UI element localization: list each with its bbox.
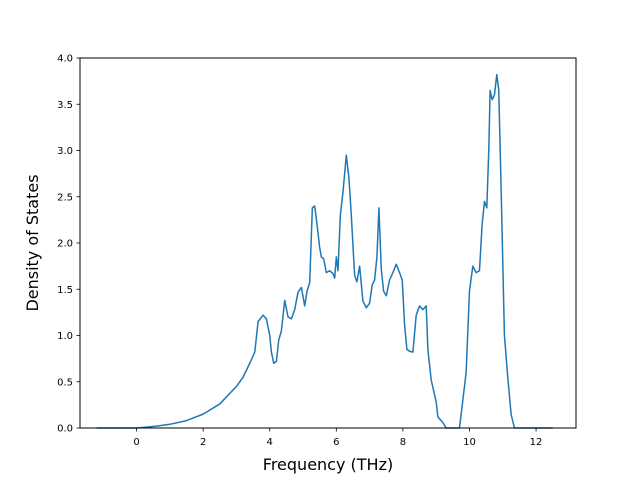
x-tick-label: 2 (200, 437, 206, 448)
x-tick-label: 12 (530, 437, 543, 448)
y-tick-label: 3.5 (57, 100, 73, 111)
y-tick-label: 1.5 (57, 285, 73, 296)
plot-background (80, 58, 576, 428)
x-axis: 0 2 4 6 8 10 12 (133, 428, 542, 448)
x-axis-title: Frequency (THz) (263, 455, 393, 474)
x-tick-label: 8 (400, 437, 406, 448)
y-axis-title: Density of States (23, 174, 42, 311)
y-tick-label: 0.0 (57, 424, 73, 435)
y-tick-label: 2.5 (57, 192, 73, 203)
x-tick-label: 10 (463, 437, 476, 448)
x-tick-label: 6 (333, 437, 339, 448)
x-tick-label: 0 (133, 437, 139, 448)
y-axis: 0.0 0.5 1.0 1.5 2.0 2.5 3.0 3.5 4.0 (57, 54, 80, 435)
dos-line-0 (96, 73, 553, 429)
y-tick-label: 2.0 (57, 239, 73, 250)
y-tick-label: 4.0 (57, 54, 73, 65)
y-tick-label: 1.0 (57, 331, 73, 342)
y-tick-label: 0.5 (57, 377, 73, 388)
x-tick-label: 4 (267, 437, 273, 448)
y-tick-label: 3.0 (57, 146, 73, 157)
series-layer (96, 73, 553, 429)
